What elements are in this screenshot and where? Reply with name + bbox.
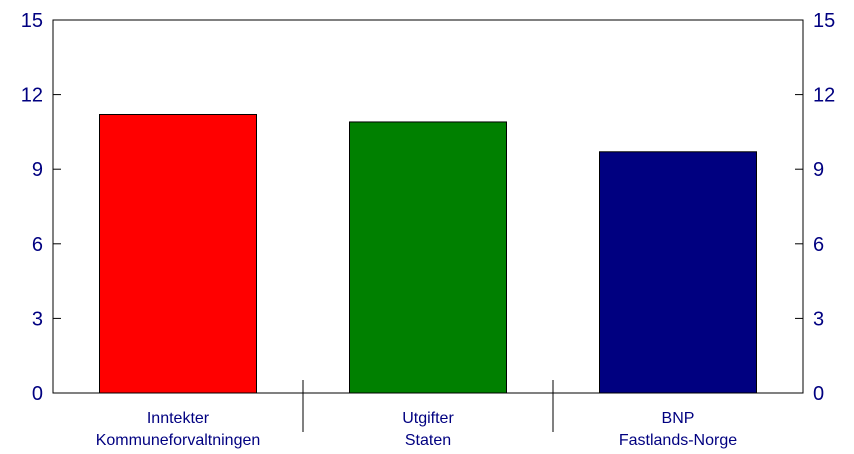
y-tick-label-left: 3 (32, 308, 43, 330)
bar (599, 151, 757, 394)
category-separators (302, 380, 554, 432)
y-tick-label-left: 6 (32, 234, 43, 256)
y-tick-label-right: 3 (813, 308, 824, 330)
y-tick-label-left: 12 (21, 85, 43, 107)
y-tick-label-right: 12 (813, 85, 835, 107)
category-label: Staten (405, 432, 451, 449)
category-label: BNP (662, 410, 695, 427)
bars (99, 113, 757, 394)
category-label: Utgifter (402, 410, 454, 427)
category-label: Fastlands-Norge (619, 432, 737, 449)
y-tick-label-left: 0 (32, 383, 43, 405)
y-tick-label-right: 15 (813, 10, 835, 32)
y-tick-label-left: 9 (32, 159, 43, 181)
left-axis: 0 3 6 9 12 15 (21, 10, 61, 405)
category-labels: Inntekter Kommuneforvaltningen Utgifter Sta… (96, 410, 738, 449)
category-label: Inntekter (147, 410, 210, 427)
right-axis: 0 3 6 9 12 15 (795, 10, 835, 405)
y-tick-label-right: 6 (813, 234, 824, 256)
y-tick-label-left: 15 (21, 10, 43, 32)
y-tick-label-right: 0 (813, 383, 824, 405)
bar (349, 121, 507, 394)
y-tick-label-right: 9 (813, 159, 824, 181)
category-label: Kommuneforvaltningen (96, 432, 261, 449)
bar (99, 113, 257, 394)
